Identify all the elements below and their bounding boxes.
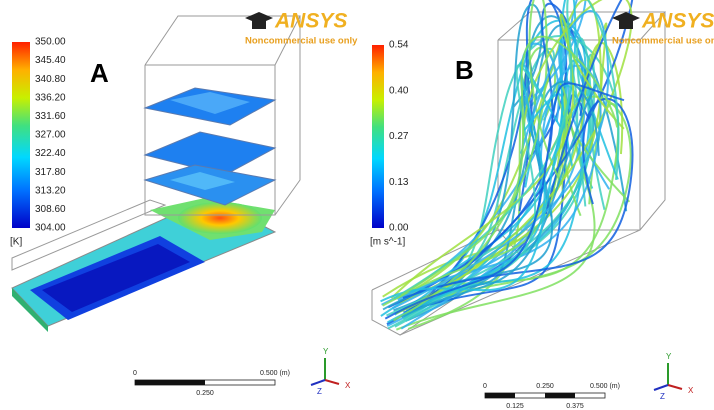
axis-z [311, 380, 325, 385]
scale-label: 0 [483, 383, 487, 390]
colorbar [12, 42, 30, 228]
scale-label: 0.125 [506, 403, 524, 410]
colorbar-tick-label: 0.54 [389, 40, 409, 51]
scale-bar-fill [135, 380, 205, 385]
scale-label: 0.500 (m) [260, 370, 290, 377]
scale-bar-fill [485, 393, 515, 398]
colorbar-tick-label: 313.20 [35, 185, 66, 196]
axis-letter: Z [660, 392, 665, 401]
colorbar-tick-label: 322.40 [35, 148, 66, 159]
logo-brand: ANSYS [641, 10, 714, 33]
scale-label: 0.250 [196, 390, 214, 397]
colorbar-tick-label: 350.00 [35, 37, 66, 48]
axis-x [668, 385, 682, 389]
colorbar-tick-label: 0.13 [389, 177, 409, 188]
figure-canvas: 350.00 345.40 340.80 336.20 331.60 327.00 322.… [0, 0, 714, 410]
axis-letter: X [688, 386, 694, 395]
colorbar-tick-label: 308.60 [35, 204, 66, 215]
colorbar-unit: [K] [10, 237, 22, 248]
logo-cap-base [252, 21, 266, 29]
panel-label: B [455, 55, 474, 85]
colorbar-tick-label: 304.00 [35, 223, 66, 234]
colorbar-unit: [m s^-1] [370, 237, 405, 248]
colorbar-tick-label: 327.00 [35, 130, 66, 141]
logo-note: Noncommercial use only [612, 36, 714, 47]
scale-label: 0.250 [536, 383, 554, 390]
axis-letter: Y [323, 347, 329, 356]
scale-bar-fill [545, 393, 575, 398]
figure: 350.00 345.40 340.80 336.20 331.60 327.00 322.… [0, 0, 714, 410]
axis-z [654, 385, 668, 390]
colorbar [372, 45, 384, 228]
colorbar-tick-label: 331.60 [35, 111, 66, 122]
axis-x [325, 380, 339, 384]
colorbar-tick-label: 0.40 [389, 85, 409, 96]
colorbar-tick-label: 0.27 [389, 131, 409, 142]
colorbar-tick-label: 340.80 [35, 74, 66, 85]
axis-letter: Y [666, 352, 672, 361]
axis-letter: X [345, 381, 351, 390]
scale-label: 0.375 [566, 403, 584, 410]
scale-label: 0.500 (m) [590, 383, 620, 390]
panel-label: A [90, 58, 109, 88]
logo-cap-base [619, 21, 633, 29]
logo-brand: ANSYS [274, 10, 347, 33]
colorbar-tick-label: 317.80 [35, 167, 66, 178]
colorbar-tick-label: 336.20 [35, 92, 66, 103]
scale-label: 0 [133, 370, 137, 377]
colorbar-tick-label: 345.40 [35, 55, 66, 66]
panel-b-model [372, 0, 665, 335]
logo-note: Noncommercial use only [245, 36, 358, 47]
axis-letter: Z [317, 387, 322, 396]
colorbar-tick-label: 0.00 [389, 223, 409, 234]
